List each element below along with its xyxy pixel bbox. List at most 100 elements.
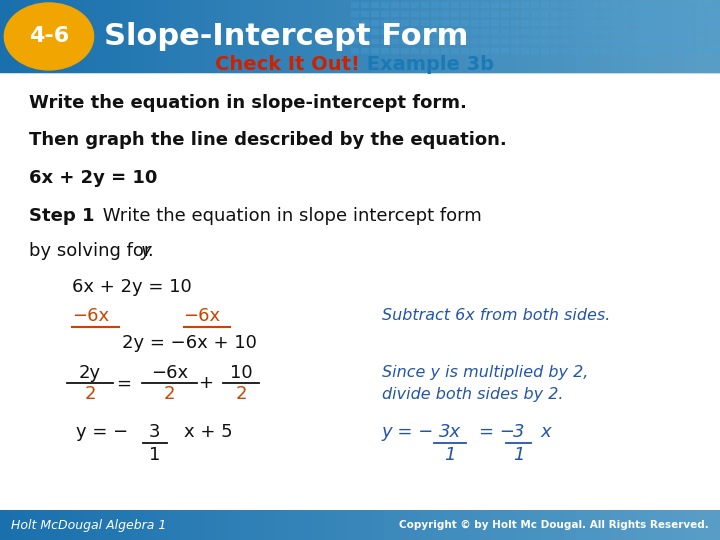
FancyBboxPatch shape <box>701 21 708 26</box>
FancyBboxPatch shape <box>492 29 499 36</box>
Bar <box>228 0 241 73</box>
Bar <box>132 510 145 540</box>
FancyBboxPatch shape <box>591 2 598 8</box>
FancyBboxPatch shape <box>531 2 539 8</box>
FancyBboxPatch shape <box>601 48 608 53</box>
Bar <box>516 0 529 73</box>
FancyBboxPatch shape <box>501 48 508 53</box>
FancyBboxPatch shape <box>541 29 549 36</box>
FancyBboxPatch shape <box>582 2 589 8</box>
Text: −6x: −6x <box>184 307 221 325</box>
FancyBboxPatch shape <box>421 38 428 44</box>
FancyBboxPatch shape <box>441 11 449 17</box>
FancyBboxPatch shape <box>492 2 499 8</box>
Bar <box>312 0 325 73</box>
FancyBboxPatch shape <box>621 29 629 36</box>
FancyBboxPatch shape <box>672 29 679 36</box>
FancyBboxPatch shape <box>382 21 389 26</box>
FancyBboxPatch shape <box>711 21 719 26</box>
FancyBboxPatch shape <box>701 38 708 44</box>
FancyBboxPatch shape <box>441 2 449 8</box>
FancyBboxPatch shape <box>462 2 469 8</box>
Bar <box>528 510 541 540</box>
FancyBboxPatch shape <box>451 11 459 17</box>
FancyBboxPatch shape <box>482 21 489 26</box>
FancyBboxPatch shape <box>472 21 479 26</box>
Bar <box>48 510 61 540</box>
Bar <box>96 0 109 73</box>
Bar <box>144 0 158 73</box>
Bar <box>336 0 349 73</box>
FancyBboxPatch shape <box>601 38 608 44</box>
Bar <box>0 73 720 510</box>
Text: Write the equation in slope-intercept form.: Write the equation in slope-intercept fo… <box>29 93 467 112</box>
FancyBboxPatch shape <box>462 29 469 36</box>
Bar <box>156 0 169 73</box>
FancyBboxPatch shape <box>462 48 469 53</box>
Text: Since y is multiplied by 2,: Since y is multiplied by 2, <box>382 365 588 380</box>
Bar <box>12 0 25 73</box>
FancyBboxPatch shape <box>541 21 549 26</box>
Bar <box>636 0 649 73</box>
Text: 2: 2 <box>235 385 247 403</box>
Text: 2y: 2y <box>79 363 101 382</box>
FancyBboxPatch shape <box>351 29 359 36</box>
FancyBboxPatch shape <box>511 48 518 53</box>
Bar <box>204 0 217 73</box>
Bar <box>300 510 313 540</box>
FancyBboxPatch shape <box>621 38 629 44</box>
Bar <box>324 510 338 540</box>
FancyBboxPatch shape <box>611 21 618 26</box>
Bar <box>540 0 554 73</box>
Bar <box>108 510 122 540</box>
Bar <box>600 0 613 73</box>
FancyBboxPatch shape <box>421 2 428 8</box>
FancyBboxPatch shape <box>402 29 409 36</box>
Bar <box>456 0 469 73</box>
FancyBboxPatch shape <box>662 11 669 17</box>
FancyBboxPatch shape <box>591 11 598 17</box>
FancyBboxPatch shape <box>472 48 479 53</box>
FancyBboxPatch shape <box>431 2 438 8</box>
FancyBboxPatch shape <box>382 48 389 53</box>
Bar <box>240 510 253 540</box>
FancyBboxPatch shape <box>492 48 499 53</box>
FancyBboxPatch shape <box>652 2 659 8</box>
Text: =: = <box>117 374 131 393</box>
Bar <box>684 0 698 73</box>
FancyBboxPatch shape <box>441 21 449 26</box>
FancyBboxPatch shape <box>521 11 528 17</box>
FancyBboxPatch shape <box>382 29 389 36</box>
FancyBboxPatch shape <box>662 2 669 8</box>
FancyBboxPatch shape <box>351 38 359 44</box>
Bar <box>324 0 338 73</box>
Bar <box>696 0 709 73</box>
Bar <box>216 0 230 73</box>
FancyBboxPatch shape <box>531 11 539 17</box>
Bar <box>252 510 266 540</box>
Bar <box>180 510 194 540</box>
FancyBboxPatch shape <box>611 2 618 8</box>
Bar <box>564 510 577 540</box>
Text: divide both sides by 2.: divide both sides by 2. <box>382 387 563 402</box>
Bar <box>684 510 698 540</box>
FancyBboxPatch shape <box>451 2 459 8</box>
FancyBboxPatch shape <box>382 38 389 44</box>
Bar <box>468 510 482 540</box>
FancyBboxPatch shape <box>441 38 449 44</box>
FancyBboxPatch shape <box>681 29 688 36</box>
Bar <box>504 510 518 540</box>
Text: 6x + 2y = 10: 6x + 2y = 10 <box>72 278 192 296</box>
Bar <box>0 0 14 73</box>
Text: Holt McDougal Algebra 1: Holt McDougal Algebra 1 <box>11 518 166 532</box>
Bar <box>420 510 433 540</box>
Bar <box>300 0 313 73</box>
FancyBboxPatch shape <box>372 29 379 36</box>
FancyBboxPatch shape <box>431 29 438 36</box>
Bar <box>432 0 446 73</box>
FancyBboxPatch shape <box>392 48 399 53</box>
FancyBboxPatch shape <box>451 48 459 53</box>
Bar <box>276 510 289 540</box>
FancyBboxPatch shape <box>441 48 449 53</box>
FancyBboxPatch shape <box>521 48 528 53</box>
